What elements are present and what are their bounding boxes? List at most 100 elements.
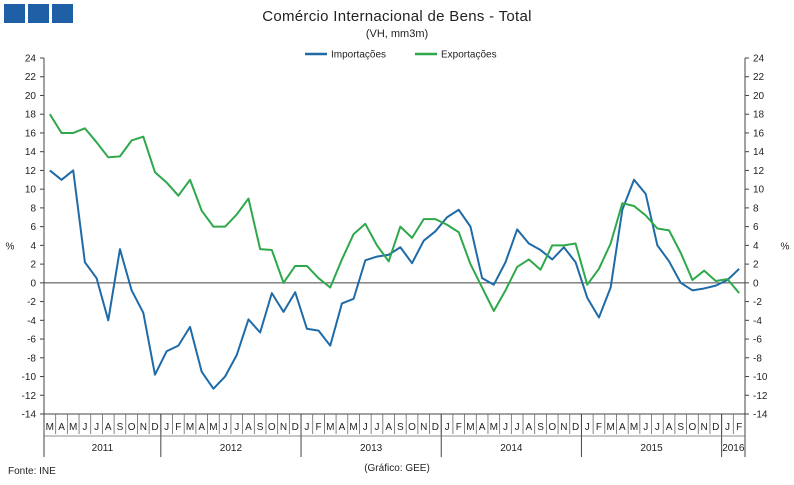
series-line-importaes — [49, 169, 740, 390]
y-tick-label-right: -6 — [753, 335, 762, 346]
year-label: 2014 — [500, 443, 523, 454]
month-label: A — [619, 422, 626, 433]
month-label: F — [456, 422, 462, 433]
month-label: S — [257, 422, 264, 433]
y-tick-label-right: 16 — [753, 128, 765, 139]
y-tick-label-left: 10 — [25, 185, 37, 196]
month-label: J — [445, 422, 450, 433]
month-label: M — [186, 422, 194, 433]
month-label: S — [117, 422, 124, 433]
month-label: M — [349, 422, 357, 433]
legend-label: Importações — [331, 50, 386, 61]
logo-block — [4, 4, 25, 23]
month-label: J — [223, 422, 228, 433]
y-tick-label-left: 6 — [30, 222, 36, 233]
y-tick-label-left: 8 — [30, 203, 36, 214]
month-label: O — [689, 422, 697, 433]
y-tick-label-left: 0 — [30, 278, 36, 289]
month-label: J — [725, 422, 730, 433]
month-label: J — [643, 422, 648, 433]
month-label: M — [46, 422, 54, 433]
y-tick-label-left: 24 — [25, 54, 37, 65]
y-tick-label-left: 2 — [30, 260, 36, 271]
y-tick-label-left: 14 — [25, 147, 37, 158]
y-tick-label-left: -8 — [27, 353, 36, 364]
month-label: D — [712, 422, 719, 433]
month-label: A — [339, 422, 346, 433]
y-tick-label-right: 24 — [753, 54, 765, 65]
month-label: J — [503, 422, 508, 433]
month-label: A — [245, 422, 252, 433]
month-label: D — [572, 422, 579, 433]
month-label: M — [326, 422, 334, 433]
month-label: M — [490, 422, 498, 433]
month-label: F — [316, 422, 322, 433]
year-label: 2012 — [220, 443, 243, 454]
y-tick-label-right: 2 — [753, 260, 759, 271]
month-label: N — [700, 422, 707, 433]
month-label: D — [292, 422, 299, 433]
month-label: M — [630, 422, 638, 433]
legend-label: Exportações — [441, 50, 497, 61]
month-label: A — [526, 422, 533, 433]
month-label: J — [515, 422, 520, 433]
year-label: 2016 — [722, 443, 745, 454]
month-label: J — [585, 422, 590, 433]
y-axis-title-right: % — [781, 241, 790, 252]
y-tick-label-left: 18 — [25, 110, 37, 121]
year-label: 2015 — [640, 443, 663, 454]
month-label: D — [151, 422, 158, 433]
chart-subtitle: (VH, mm3m) — [365, 28, 429, 40]
month-label: J — [82, 422, 87, 433]
year-label: 2011 — [92, 443, 114, 454]
month-label: S — [397, 422, 404, 433]
month-label: F — [736, 422, 742, 433]
y-tick-label-left: -12 — [22, 391, 37, 402]
y-tick-label-right: -14 — [753, 410, 768, 421]
y-tick-label-left: 4 — [30, 241, 36, 252]
source-note: Fonte: INE — [8, 466, 56, 477]
month-label: A — [666, 422, 673, 433]
y-tick-label-right: 10 — [753, 185, 765, 196]
y-tick-label-left: 20 — [25, 91, 37, 102]
y-tick-label-right: 0 — [753, 278, 759, 289]
month-label: A — [105, 422, 112, 433]
month-label: A — [385, 422, 392, 433]
y-tick-label-right: 8 — [753, 203, 759, 214]
logo-block — [52, 4, 73, 23]
month-label: J — [304, 422, 309, 433]
month-label: J — [363, 422, 368, 433]
y-tick-label-left: 16 — [25, 128, 37, 139]
month-label: N — [140, 422, 147, 433]
y-tick-label-right: 12 — [753, 166, 765, 177]
y-tick-label-right: 22 — [753, 72, 765, 83]
y-tick-label-right: 6 — [753, 222, 759, 233]
month-label: S — [677, 422, 684, 433]
month-label: D — [432, 422, 439, 433]
y-tick-label-right: -2 — [753, 297, 762, 308]
month-label: J — [374, 422, 379, 433]
chart-credit: (Gráfico: GEE) — [364, 463, 430, 474]
logo-block — [28, 4, 49, 23]
month-label: M — [606, 422, 614, 433]
month-label: J — [94, 422, 99, 433]
y-tick-label-right: -4 — [753, 316, 762, 327]
logo — [4, 4, 73, 23]
y-tick-label-right: -10 — [753, 372, 768, 383]
y-tick-label-right: 4 — [753, 241, 759, 252]
month-label: O — [408, 422, 416, 433]
month-label: N — [560, 422, 567, 433]
month-label: M — [69, 422, 77, 433]
month-label: A — [479, 422, 486, 433]
y-tick-label-right: -8 — [753, 353, 762, 364]
month-label: A — [58, 422, 65, 433]
y-tick-label-left: -14 — [22, 410, 37, 421]
month-label: F — [596, 422, 602, 433]
series-line-exportaes — [48, 113, 740, 312]
y-tick-label-left: 12 — [25, 166, 37, 177]
y-tick-label-left: 22 — [25, 72, 37, 83]
y-tick-label-left: -2 — [27, 297, 36, 308]
month-label: M — [209, 422, 217, 433]
y-tick-label-right: 18 — [753, 110, 765, 121]
